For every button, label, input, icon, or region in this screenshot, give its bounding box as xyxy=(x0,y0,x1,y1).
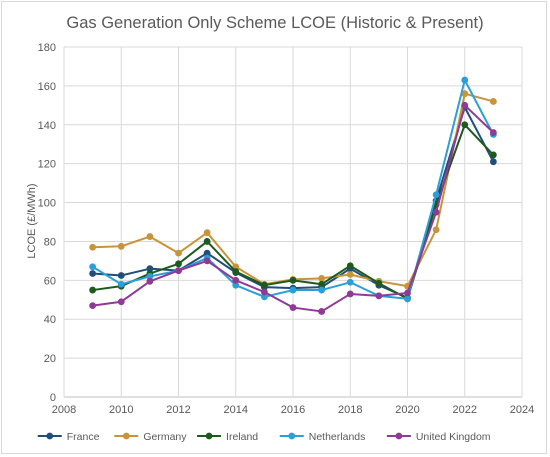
data-point xyxy=(117,298,125,306)
data-point xyxy=(318,308,326,315)
x-tick-label: 2016 xyxy=(281,404,305,416)
data-point xyxy=(89,243,97,251)
y-tick-label: 140 xyxy=(38,120,56,132)
legend-swatch-marker xyxy=(46,432,54,440)
data-point xyxy=(146,233,154,240)
data-point xyxy=(203,238,211,245)
y-tick-label: 40 xyxy=(44,314,56,326)
legend-label: France xyxy=(67,431,100,443)
data-point xyxy=(232,268,240,275)
data-point xyxy=(260,293,268,301)
y-tick-label: 0 xyxy=(50,392,56,404)
data-point xyxy=(175,260,182,268)
data-point xyxy=(146,265,154,273)
data-point xyxy=(489,98,497,105)
legend-swatch-marker xyxy=(205,432,213,440)
legend-swatch-marker xyxy=(122,432,130,440)
x-tick-label: 2018 xyxy=(338,404,362,416)
data-point xyxy=(232,281,240,289)
data-point xyxy=(260,288,268,296)
data-point xyxy=(289,286,297,294)
series-united-kingdom xyxy=(89,101,497,315)
data-point xyxy=(346,290,354,298)
data-point xyxy=(404,295,411,303)
y-tick-label: 60 xyxy=(44,275,56,287)
data-point xyxy=(232,276,240,284)
legend-swatch-marker xyxy=(288,432,296,440)
legend-label: Netherlands xyxy=(309,431,366,443)
y-tick-label: 20 xyxy=(44,353,56,365)
data-point xyxy=(489,151,497,159)
data-point xyxy=(318,280,326,288)
data-point xyxy=(117,280,125,288)
legend-label: Ireland xyxy=(226,431,258,443)
data-point xyxy=(203,257,211,265)
data-point xyxy=(375,279,383,287)
data-point xyxy=(432,208,440,216)
data-point xyxy=(203,249,211,257)
data-point xyxy=(489,158,497,166)
y-axis-label: LCOE (£/MWh) xyxy=(26,183,38,258)
data-point xyxy=(432,191,440,199)
data-point xyxy=(289,276,297,284)
data-point xyxy=(346,262,354,270)
legend: France Germany Ireland Netherlands United Ki… xyxy=(37,431,491,443)
data-point xyxy=(461,76,469,84)
legend-item: Netherlands xyxy=(279,431,366,443)
legend-item: Germany xyxy=(114,431,187,443)
chart-title: Gas Generation Only Scheme LCOE (Histori… xyxy=(66,14,483,32)
x-tick-label: 2012 xyxy=(166,404,190,416)
data-point xyxy=(432,226,440,234)
data-point xyxy=(375,292,383,300)
axes: 0 20 40 60 80 100 120 140 160 180 2008 2010 2012 2014… xyxy=(38,42,535,416)
y-tick-label: 80 xyxy=(44,236,56,248)
legend-label: United Kingdom xyxy=(416,431,491,443)
data-point xyxy=(346,271,354,278)
data-point xyxy=(117,242,125,250)
legend-item: France xyxy=(37,431,100,443)
data-point xyxy=(175,267,182,275)
series-ireland xyxy=(89,121,497,303)
data-point xyxy=(404,289,411,297)
data-point xyxy=(461,90,469,98)
data-point xyxy=(89,270,97,277)
series-lines xyxy=(89,76,497,315)
data-point xyxy=(89,263,97,271)
data-point xyxy=(175,249,182,257)
y-tick-label: 100 xyxy=(38,198,56,210)
data-point xyxy=(89,302,97,310)
y-tick-label: 180 xyxy=(38,42,56,54)
x-tick-label: 2010 xyxy=(109,404,133,416)
data-point xyxy=(318,274,326,282)
data-point xyxy=(346,278,354,286)
legend-label: Germany xyxy=(143,431,187,443)
legend-item: United Kingdom xyxy=(386,431,491,443)
y-tick-label: 120 xyxy=(38,159,56,171)
data-point xyxy=(289,304,297,311)
data-point xyxy=(203,229,211,237)
data-point xyxy=(461,121,469,129)
x-tick-label: 2020 xyxy=(395,404,419,416)
data-point xyxy=(489,129,497,136)
legend-swatch-marker xyxy=(395,432,403,440)
data-point xyxy=(146,277,154,285)
data-point xyxy=(89,286,97,294)
legend-item: Ireland xyxy=(197,431,258,443)
x-tick-label: 2014 xyxy=(224,404,248,416)
x-tick-label: 2008 xyxy=(52,404,76,416)
y-tick-label: 160 xyxy=(38,81,56,93)
data-point xyxy=(146,273,154,280)
data-point xyxy=(318,286,326,294)
data-point xyxy=(260,281,268,289)
data-point xyxy=(117,272,125,279)
gridlines xyxy=(63,46,523,398)
x-tick-label: 2022 xyxy=(453,404,477,416)
data-point xyxy=(461,101,469,109)
x-tick-label: 2024 xyxy=(510,404,534,416)
